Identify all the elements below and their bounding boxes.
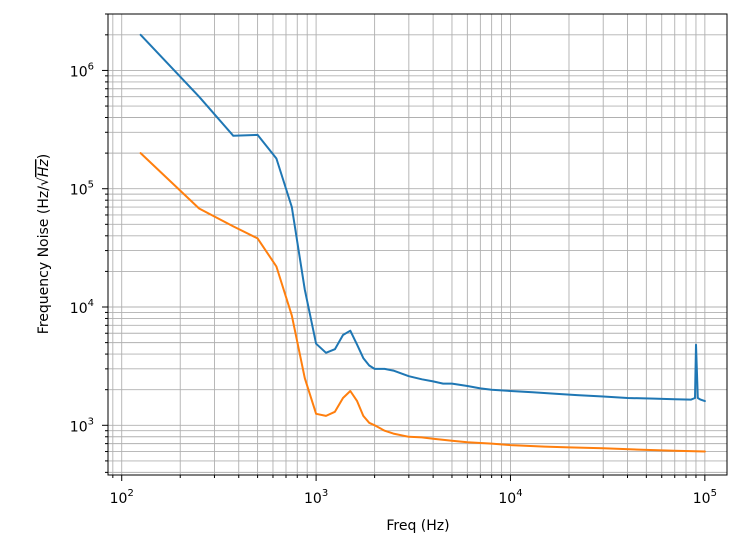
y-axis-label-radicand: Hz: [36, 159, 52, 178]
y-tick-label: 105: [70, 180, 94, 199]
y-axis-label-main: Frequency Noise (Hz/: [36, 186, 52, 334]
x-tick-label: 105: [693, 488, 717, 507]
x-tick-label: 103: [304, 488, 328, 507]
y-tick-label: 106: [70, 61, 94, 80]
series-layer: [139, 33, 706, 453]
ticks: 102 103 104 105 103 104 105 106: [70, 13, 717, 507]
y-tick-label: 104: [70, 298, 94, 317]
series-line-1: [139, 33, 706, 403]
grid: [108, 13, 727, 475]
y-axis-label-close: ): [36, 154, 52, 159]
x-tick-label: 102: [110, 488, 134, 507]
x-tick-label: 104: [498, 488, 522, 507]
y-axis-label: Frequency Noise (Hz/√Hz): [36, 154, 52, 334]
y-tick-label: 103: [70, 416, 94, 435]
series-line-2: [139, 152, 706, 453]
y-axis-label-sqrt: √: [36, 177, 52, 186]
x-axis-label: Freq (Hz): [386, 518, 449, 534]
plot-frame: [107, 13, 728, 476]
